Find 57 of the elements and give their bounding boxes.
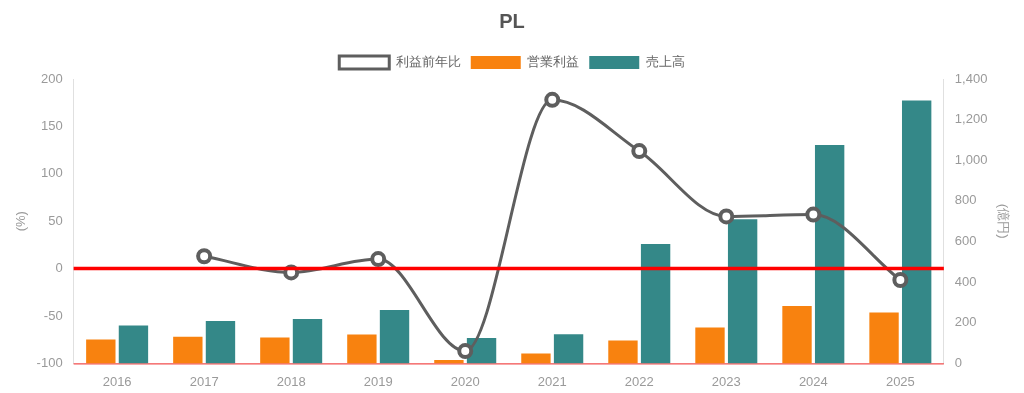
y2-tick-label: 800: [954, 192, 977, 208]
x-tick-label: 2022: [624, 373, 654, 389]
y-tick-label: 100: [40, 165, 63, 181]
point: [544, 91, 561, 108]
bar: [173, 336, 203, 364]
x-tick-label: 2021: [537, 373, 567, 389]
y-tick-label: 0: [55, 260, 63, 276]
bar: [260, 337, 290, 364]
point: [196, 248, 213, 265]
y-tick-label: 150: [40, 117, 63, 133]
point: [631, 143, 648, 160]
x-tick-label: 2019: [363, 373, 393, 389]
y2-tick-label: 600: [954, 233, 977, 249]
bar: [640, 243, 671, 364]
bar: [727, 219, 758, 364]
x-tick-label: 2023: [711, 373, 741, 389]
chart-title: PL: [499, 9, 525, 32]
y2-tick-label: 200: [954, 314, 977, 330]
bar: [782, 306, 812, 364]
bar: [869, 312, 899, 364]
bar: [901, 100, 932, 364]
y-tick-label: 50: [48, 212, 63, 228]
bar: [379, 309, 410, 364]
bar: [553, 334, 584, 364]
bar: [695, 327, 725, 364]
point: [370, 251, 387, 268]
bar: [118, 325, 149, 364]
y-axis-title: (%): [13, 211, 29, 232]
y2-axis-title: (億円): [995, 203, 1011, 239]
bar: [292, 319, 323, 364]
bar: [86, 339, 116, 364]
bar: [347, 334, 377, 364]
legend-label: 売上高: [645, 54, 685, 70]
y-tick-label: -50: [43, 307, 63, 323]
point: [892, 271, 909, 288]
bar: [521, 353, 551, 364]
x-tick-label: 2016: [102, 373, 132, 389]
point: [457, 343, 474, 360]
legend-label: 営業利益: [527, 54, 580, 70]
bar: [814, 145, 845, 364]
y-tick-label: 200: [40, 70, 63, 86]
x-tick-label: 2018: [276, 373, 306, 389]
y2-tick-label: 1,200: [954, 111, 988, 127]
x-tick-label: 2017: [189, 373, 219, 389]
y2-tick-label: 1,400: [954, 70, 988, 86]
legend-label: 利益前年比: [395, 54, 461, 70]
x-tick-label: 2020: [450, 373, 480, 389]
point: [805, 206, 822, 223]
point: [718, 208, 735, 225]
y2-tick-label: 0: [954, 354, 963, 370]
y2-tick-label: 1,000: [954, 151, 988, 167]
x-tick-label: 2024: [798, 373, 828, 389]
y2-tick-label: 400: [954, 273, 977, 289]
x-tick-label: 2025: [885, 373, 915, 389]
bar: [608, 340, 638, 364]
bar: [205, 320, 236, 364]
y-tick-label: -100: [36, 354, 63, 370]
